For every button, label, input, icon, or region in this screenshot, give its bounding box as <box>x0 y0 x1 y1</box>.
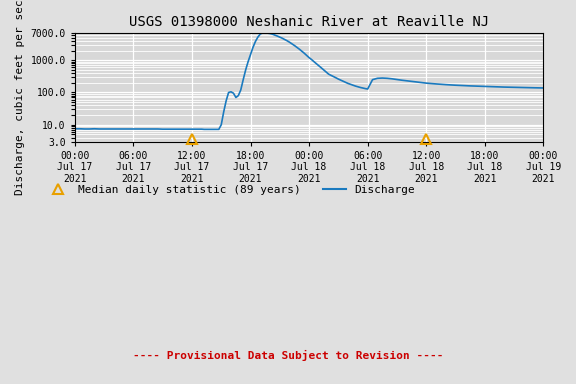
Title: USGS 01398000 Neshanic River at Reaville NJ: USGS 01398000 Neshanic River at Reaville… <box>129 15 489 29</box>
Legend: Median daily statistic (89 years), Discharge: Median daily statistic (89 years), Disch… <box>43 180 420 199</box>
Y-axis label: Discharge, cubic feet per second: Discharge, cubic feet per second <box>15 0 25 195</box>
Text: ---- Provisional Data Subject to Revision ----: ---- Provisional Data Subject to Revisio… <box>132 350 444 361</box>
